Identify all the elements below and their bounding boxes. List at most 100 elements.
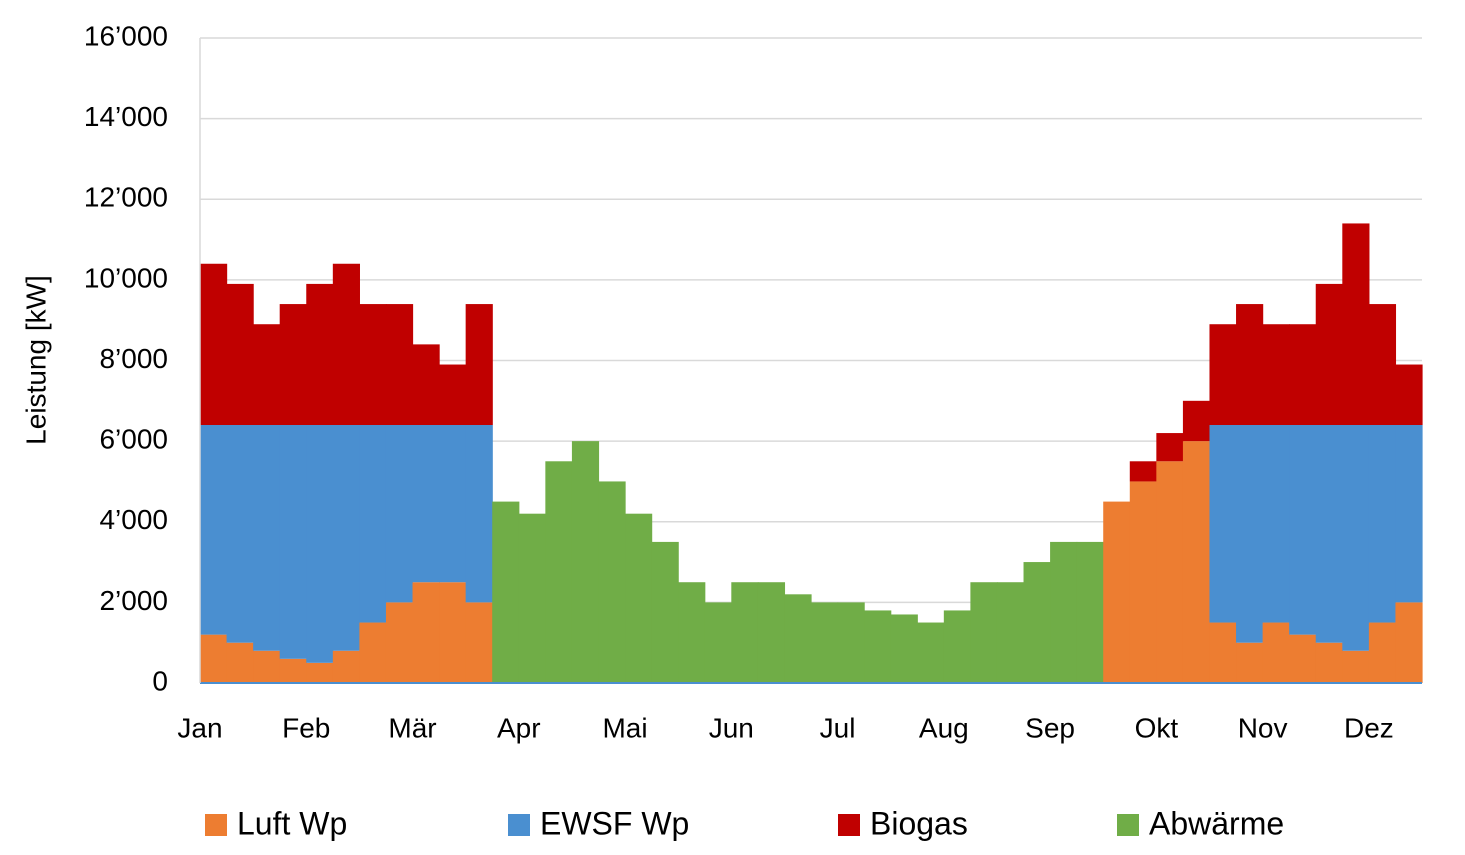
bar-segment — [1368, 622, 1397, 683]
bar-segment — [1395, 425, 1423, 603]
bar-segment — [226, 425, 254, 643]
bar-segment — [492, 501, 520, 683]
bar-segment — [651, 541, 679, 683]
y-tick-label: 8’000 — [99, 343, 168, 374]
y-tick-label: 16’000 — [84, 20, 168, 51]
x-tick-label: Mai — [602, 712, 647, 743]
bar-segment — [1236, 642, 1264, 683]
bar-segment — [1395, 602, 1423, 683]
bar-segment — [359, 622, 387, 683]
bar-segment — [332, 650, 360, 683]
bar-segment — [226, 642, 254, 683]
bar-segment — [1342, 650, 1370, 683]
bar-segment — [1262, 324, 1290, 425]
legend-swatch — [508, 814, 530, 836]
bar-segment — [439, 364, 467, 425]
bar-segment — [279, 425, 307, 659]
legend-label: Luft Wp — [237, 805, 347, 841]
bar-segment — [1076, 541, 1104, 683]
bar-segment — [359, 425, 387, 623]
bar-segment — [385, 304, 414, 425]
bar-segment — [1236, 425, 1264, 643]
bar-segment — [996, 582, 1025, 683]
bar-segment — [200, 634, 228, 683]
bar-segment — [545, 461, 573, 683]
bar-segment — [1368, 425, 1397, 623]
bar-segment — [917, 622, 945, 683]
bar-segment — [1236, 304, 1264, 425]
bar-segment — [465, 304, 493, 425]
bar-segment — [1342, 425, 1370, 651]
legend-label: Biogas — [870, 805, 968, 841]
bar-segment — [253, 650, 281, 683]
y-tick-label: 14’000 — [84, 101, 168, 132]
bar-segment — [1156, 461, 1184, 683]
bar-segment — [279, 658, 307, 683]
bar-segment — [1289, 324, 1317, 425]
x-tick-label: Jun — [709, 712, 754, 743]
bar-segment — [1315, 425, 1343, 643]
bar-segment — [678, 582, 706, 683]
x-tick-label: Feb — [282, 712, 330, 743]
bar-segment — [757, 582, 786, 683]
y-tick-label: 0 — [152, 665, 168, 696]
bar-segment — [518, 513, 546, 683]
bar-segment — [943, 610, 971, 683]
bar-segment — [1129, 481, 1157, 683]
bar-segment — [1368, 304, 1397, 425]
y-axis-title: Leistung [kW] — [20, 275, 51, 445]
bar-segment — [1209, 425, 1237, 623]
y-tick-label: 10’000 — [84, 262, 168, 293]
bar-segment — [1262, 425, 1290, 623]
legend-swatch — [205, 814, 227, 836]
bar-segment — [1209, 622, 1237, 683]
bar-segment — [306, 662, 334, 683]
bar-segment — [465, 425, 493, 603]
bar-segment — [412, 425, 440, 583]
bar-segment — [1182, 441, 1211, 683]
bar-segment — [306, 425, 334, 663]
bar-segment — [970, 582, 998, 683]
bar-segment — [1289, 425, 1317, 635]
bar-segment — [226, 283, 254, 425]
bar-segment — [1209, 324, 1237, 425]
bar-segment — [837, 602, 865, 683]
x-tick-label: Aug — [919, 712, 969, 743]
bar-segment — [731, 582, 759, 683]
bar-segment — [890, 614, 918, 683]
bar-segment — [1289, 634, 1317, 683]
bar-segment — [279, 304, 307, 425]
bar-segment — [625, 513, 653, 683]
bar-segment — [253, 324, 281, 425]
bar-segment — [1050, 541, 1078, 683]
bar-segment — [784, 594, 812, 683]
bar-segment — [465, 602, 493, 683]
bar-segment — [1395, 364, 1423, 425]
bar-segment — [1023, 562, 1051, 683]
legend-label: EWSF Wp — [540, 805, 689, 841]
bar-segment — [571, 441, 600, 683]
bar-segment — [385, 602, 414, 683]
x-tick-label: Jan — [177, 712, 222, 743]
bar-segment — [1262, 622, 1290, 683]
bar-segment — [412, 582, 440, 683]
bar-segment — [332, 263, 360, 425]
bar-segment — [864, 610, 892, 683]
bar-segment — [412, 344, 440, 425]
y-tick-label: 6’000 — [99, 424, 168, 455]
bar-segment — [1315, 642, 1343, 683]
legend-label: Abwärme — [1149, 805, 1284, 841]
bar-segment — [306, 283, 334, 425]
bar-segment — [598, 481, 626, 683]
bar-segment — [1315, 283, 1343, 425]
x-tick-label: Mär — [388, 712, 436, 743]
y-tick-label: 12’000 — [84, 182, 168, 213]
bar-segment — [1129, 461, 1157, 482]
x-tick-label: Dez — [1344, 712, 1394, 743]
bar-segment — [359, 304, 387, 425]
x-tick-label: Sep — [1025, 712, 1075, 743]
plot-area — [200, 223, 1423, 683]
bar-segment — [200, 263, 228, 425]
bar-segment — [439, 582, 467, 683]
